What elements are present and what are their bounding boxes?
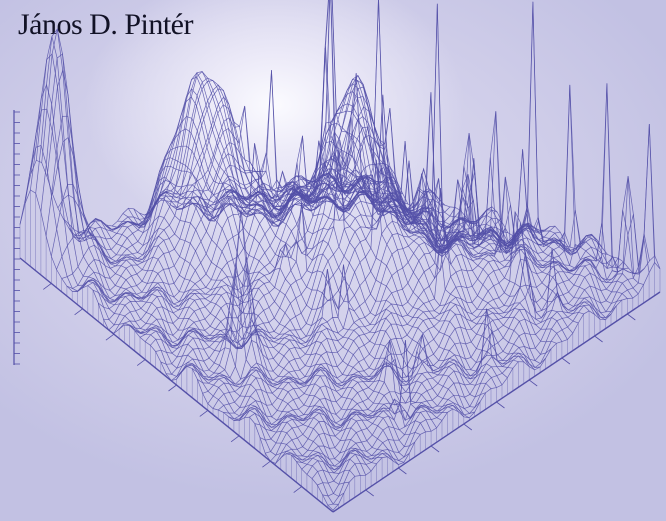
base-axis-tick <box>199 410 209 417</box>
mesh-line <box>35 36 350 485</box>
mesh-line <box>73 234 388 458</box>
base-axis-tick <box>528 379 538 387</box>
base-axis-tick <box>496 401 505 409</box>
mesh-line <box>212 111 540 409</box>
mesh-line <box>259 238 587 441</box>
mesh-line <box>270 84 598 462</box>
base-axis-tick <box>365 489 374 497</box>
mesh-line <box>181 94 508 373</box>
mesh-line <box>254 204 582 432</box>
mesh-line <box>56 145 382 270</box>
surface-mesh <box>19 0 661 512</box>
base-axis-tick <box>168 384 177 392</box>
mesh-line <box>87 88 414 302</box>
base-axis-tick <box>136 359 146 366</box>
mesh-line <box>63 218 377 465</box>
mesh-line <box>217 158 545 411</box>
mesh-line <box>103 123 430 320</box>
mesh-line <box>108 70 435 331</box>
mesh-line <box>291 223 619 461</box>
mesh-line <box>306 248 634 475</box>
mesh-line <box>296 83 624 463</box>
mesh-line <box>192 166 519 381</box>
mesh-line <box>24 108 351 240</box>
mesh-line <box>223 149 551 414</box>
mesh-line <box>166 73 493 375</box>
mesh-line <box>327 123 656 506</box>
mesh-line <box>233 210 561 421</box>
mesh-line <box>275 210 603 464</box>
mesh-line <box>228 174 556 420</box>
mesh-line <box>40 53 367 240</box>
mesh-line <box>286 255 614 457</box>
mesh-line <box>301 263 629 470</box>
mesh-line <box>280 246 608 459</box>
author-name: János D. Pintér <box>18 8 194 41</box>
mesh-line <box>332 261 661 511</box>
mesh-line <box>322 233 650 497</box>
mesh-line <box>25 145 339 505</box>
base-axis-tick <box>43 283 52 290</box>
mesh-line <box>238 1 566 421</box>
base-axis-tick <box>627 313 636 321</box>
mesh-line <box>249 176 577 428</box>
base-axis-tick <box>74 308 83 316</box>
mesh-line <box>19 159 346 237</box>
mesh-line <box>155 84 470 419</box>
mesh-line <box>265 231 592 454</box>
base-axis-tick <box>398 467 407 475</box>
mesh-line <box>244 216 571 425</box>
base-axis-tick <box>430 445 440 453</box>
base-axis-tick <box>230 435 240 443</box>
mesh-line <box>197 133 524 384</box>
base-axis-tick <box>561 357 571 365</box>
base-axis-tick <box>105 333 115 341</box>
base-axis-tick <box>293 486 302 493</box>
mesh-line <box>106 215 421 436</box>
mesh-line <box>160 115 488 365</box>
mesh-line <box>311 176 640 479</box>
mesh-line <box>118 74 445 330</box>
base-axis-tick <box>594 335 603 343</box>
mesh-line <box>171 152 498 381</box>
base-axis-tick <box>463 423 473 431</box>
base-axis-tick <box>262 460 271 468</box>
mesh-line <box>317 214 645 486</box>
mesh-line <box>150 0 477 348</box>
mesh-line <box>30 53 356 243</box>
mesh-line <box>247 0 563 342</box>
